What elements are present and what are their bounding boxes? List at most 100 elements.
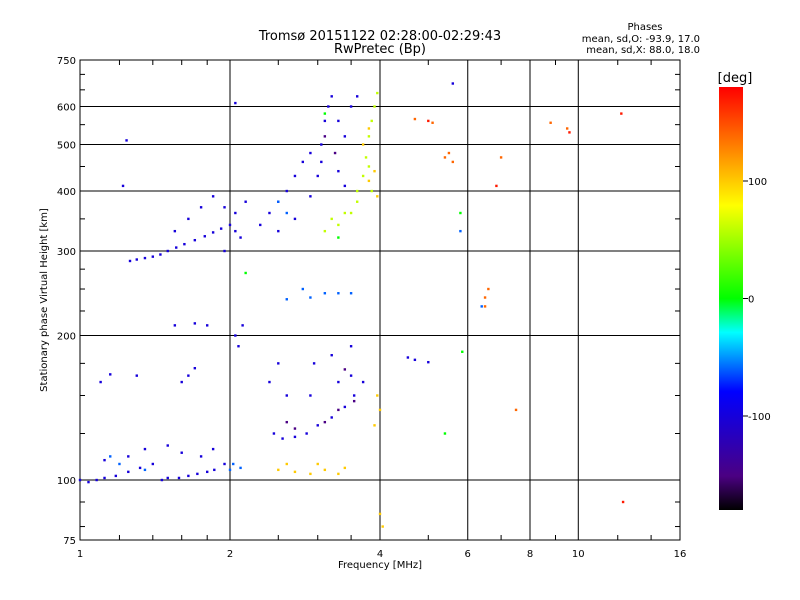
data-point (431, 121, 434, 124)
data-point (361, 174, 365, 178)
data-point (234, 229, 237, 233)
data-point (193, 366, 197, 370)
data-point (443, 156, 447, 159)
data-point (349, 345, 353, 348)
data-point (78, 478, 82, 482)
data-point (211, 447, 215, 451)
data-point (293, 217, 297, 221)
data-point (151, 462, 155, 466)
data-point (293, 174, 297, 178)
x-tick-label: 8 (527, 549, 533, 560)
data-point (143, 256, 147, 260)
data-point (109, 455, 112, 458)
stats-header: Phases (627, 22, 662, 33)
x-axis-label: Frequency [MHz] (338, 560, 422, 571)
data-point (349, 292, 353, 295)
data-point (234, 101, 237, 105)
data-point (211, 195, 215, 198)
data-point (337, 472, 340, 476)
x-tick-label: 10 (572, 549, 585, 560)
data-point (364, 156, 368, 159)
colorbar-label: [deg] (718, 71, 753, 86)
data-point (166, 476, 169, 480)
data-point (285, 298, 288, 301)
data-point (343, 368, 347, 371)
data-point (219, 227, 223, 230)
y-tick-label: 300 (57, 247, 76, 258)
data-point (330, 217, 333, 221)
data-point (196, 472, 199, 476)
data-point (228, 223, 232, 227)
grid-lines (80, 60, 680, 540)
data-point (483, 296, 487, 299)
data-point (309, 195, 312, 198)
data-point (239, 466, 242, 470)
data-point (285, 462, 288, 466)
data-point (327, 105, 330, 108)
data-point (459, 229, 462, 233)
data-point (549, 121, 552, 124)
data-point (175, 246, 178, 249)
data-point (103, 458, 106, 462)
data-point (443, 432, 447, 435)
data-point (413, 117, 417, 121)
data-point (621, 500, 625, 504)
data-point (330, 353, 333, 357)
data-point (413, 358, 417, 362)
data-point (620, 112, 623, 115)
data-point (305, 432, 308, 435)
colorbar-tick-label: 0 (748, 295, 754, 306)
data-point (499, 156, 503, 159)
y-tick-label: 400 (57, 187, 76, 198)
data-point (370, 189, 373, 193)
data-point (239, 236, 242, 239)
data-point (277, 200, 280, 203)
data-point (166, 249, 169, 253)
data-point (160, 478, 164, 482)
data-point (367, 135, 371, 138)
data-point (378, 408, 382, 412)
y-tick-label: 600 (57, 103, 76, 114)
data-point (223, 462, 226, 466)
data-point (320, 160, 323, 164)
data-point (127, 455, 130, 458)
data-point (244, 271, 247, 275)
data-point (367, 127, 371, 130)
data-point (361, 143, 365, 146)
data-point (234, 211, 237, 215)
data-point (173, 229, 177, 233)
x-tick-label: 2 (227, 549, 233, 560)
data-point (177, 476, 181, 480)
data-point (301, 287, 305, 291)
data-point (143, 468, 147, 472)
data-point (193, 238, 197, 242)
data-point (343, 184, 347, 188)
data-point (451, 160, 455, 164)
data-point (323, 229, 327, 233)
x-axis-ticks: 1 2 4 6 8 10 16 (77, 60, 686, 560)
x-tick-label: 1 (77, 549, 83, 560)
data-point (461, 350, 464, 353)
data-point (135, 374, 138, 377)
data-point (285, 394, 288, 397)
data-point (309, 151, 312, 155)
data-point (378, 512, 382, 516)
data-point (381, 525, 384, 528)
y-tick-label: 500 (57, 141, 76, 152)
data-point (135, 258, 138, 261)
data-point (316, 424, 319, 427)
data-point (320, 143, 323, 146)
data-point (451, 82, 455, 85)
colorbar-tick-label: 100 (748, 177, 767, 188)
data-point (103, 476, 106, 480)
x-tick-label: 6 (465, 549, 471, 560)
colorbar (719, 87, 743, 510)
data-point (285, 420, 288, 424)
data-point (337, 223, 340, 227)
data-point (316, 174, 319, 178)
data-point (259, 223, 262, 227)
data-point (337, 380, 340, 384)
data-point (285, 211, 288, 215)
data-point (285, 189, 288, 193)
